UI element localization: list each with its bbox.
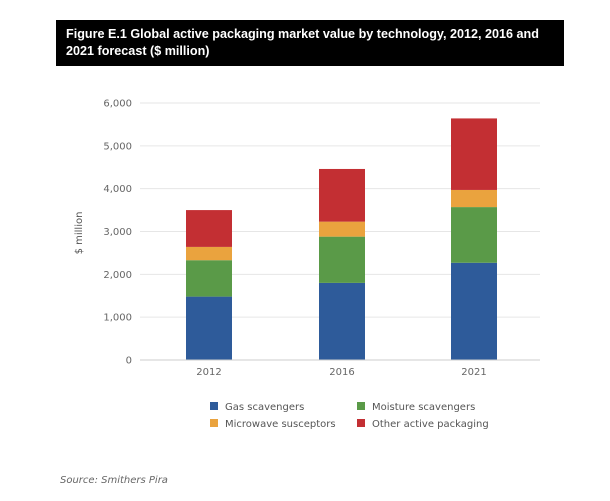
legend: Gas scavengers Moisture scavengers Microwa… xyxy=(210,402,489,430)
bar-segment xyxy=(186,296,232,360)
x-tick-label: 2012 xyxy=(196,367,221,378)
y-tick-label: 0 xyxy=(126,356,132,367)
source-note: Source: Smithers Pira xyxy=(60,475,168,486)
bar-segment xyxy=(451,189,497,208)
legend-swatch xyxy=(210,419,218,427)
legend-swatch xyxy=(210,402,218,410)
bar-segment xyxy=(451,262,497,360)
y-tick-label: 5,000 xyxy=(103,141,132,152)
legend-label: Gas scavengers xyxy=(225,402,304,413)
x-tick-label: 2016 xyxy=(329,367,354,378)
bar-segment xyxy=(186,260,232,297)
legend-swatch xyxy=(357,419,365,427)
y-tick-label: 2,000 xyxy=(103,270,132,281)
x-tick-label: 2021 xyxy=(461,367,486,378)
legend-label: Moisture scavengers xyxy=(372,402,475,413)
legend-swatch xyxy=(357,402,365,410)
bar-segment xyxy=(451,118,497,190)
y-tick-label: 3,000 xyxy=(103,227,132,238)
y-axis: 0 1,000 2,000 3,000 4,000 5,000 6,000 xyxy=(103,99,132,367)
y-axis-title: $ million xyxy=(74,212,85,255)
bar-segment xyxy=(319,221,365,237)
y-tick-label: 6,000 xyxy=(103,99,132,110)
x-axis: 2012 2016 2021 xyxy=(140,359,540,378)
bar-segment xyxy=(186,246,232,261)
legend-label: Other active packaging xyxy=(372,419,489,430)
y-tick-label: 1,000 xyxy=(103,313,132,324)
bars xyxy=(186,118,497,360)
bar-segment xyxy=(319,282,365,360)
chart-title: Figure E.1 Global active packaging marke… xyxy=(56,20,564,66)
legend-label: Microwave susceptors xyxy=(225,419,336,430)
bar-segment xyxy=(451,207,497,263)
bar-segment xyxy=(319,236,365,283)
bar-segment xyxy=(186,210,232,247)
bar-segment xyxy=(319,168,365,222)
y-tick-label: 4,000 xyxy=(103,184,132,195)
